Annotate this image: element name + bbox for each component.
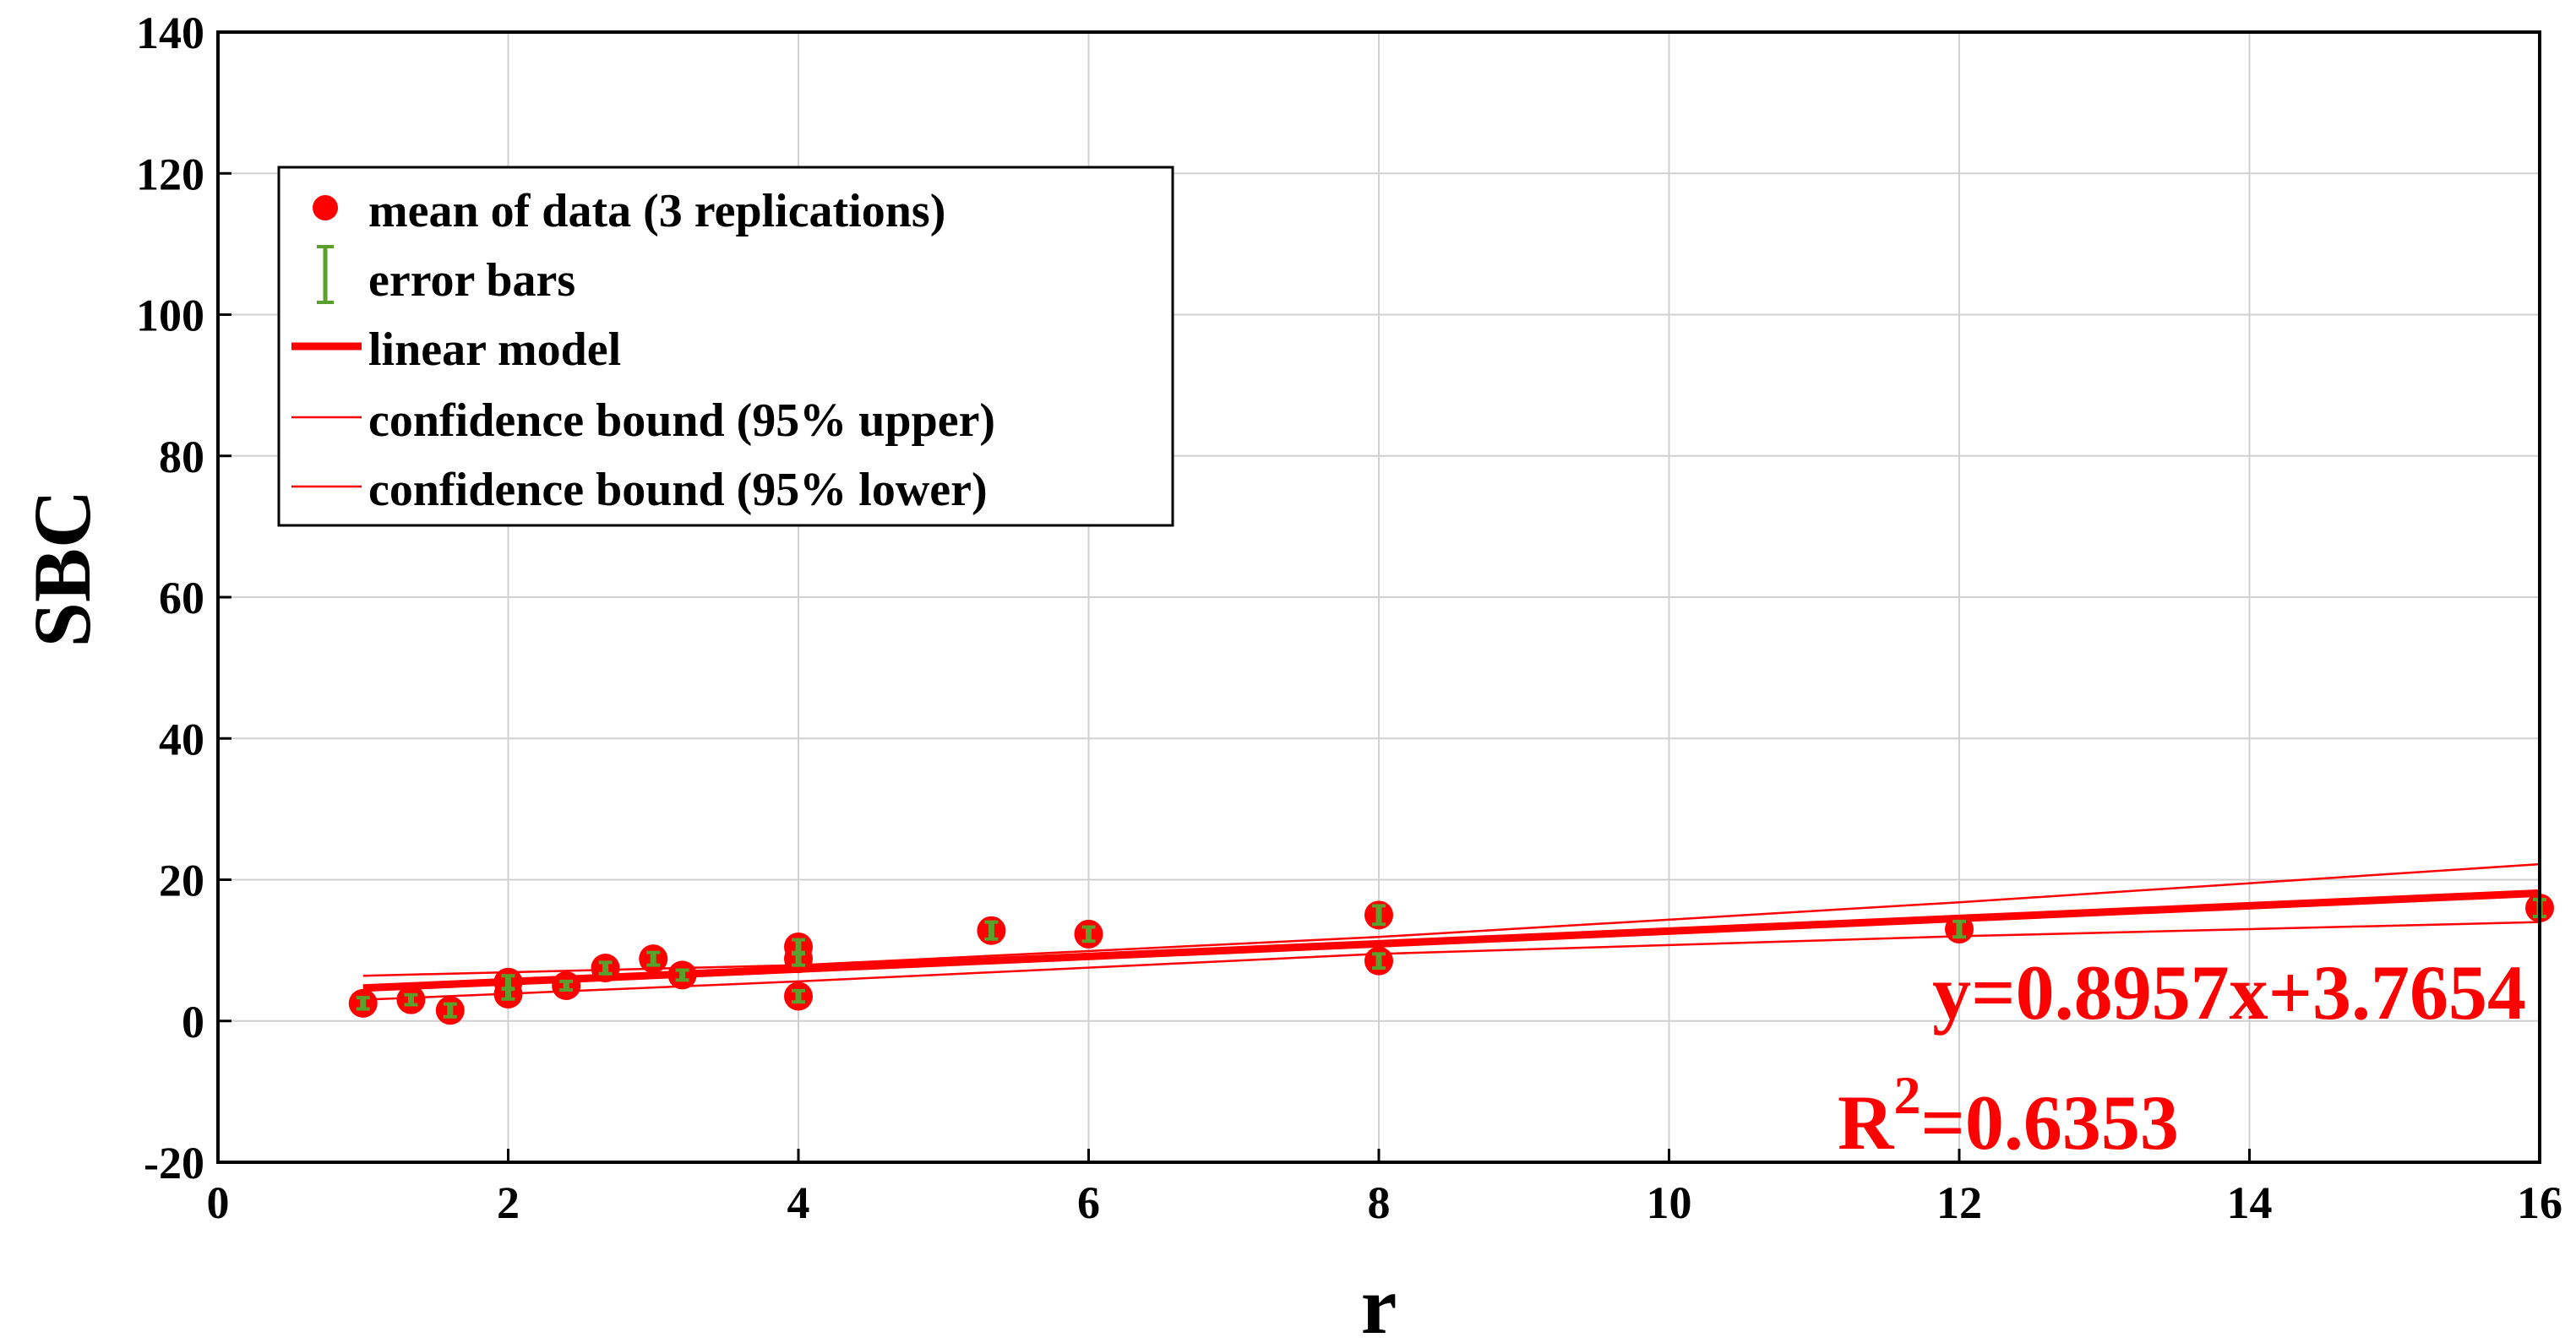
error-bar: [443, 1002, 457, 1019]
x-tick-label: 8: [1368, 1177, 1391, 1228]
y-tick-label: 20: [159, 856, 204, 906]
error-bar: [404, 992, 418, 1007]
series-layer: [348, 862, 2554, 1025]
y-axis-title: SBC: [17, 490, 107, 648]
legend-label: confidence bound (95% upper): [368, 394, 995, 447]
x-tick-label: 14: [2227, 1177, 2273, 1228]
y-tick-label: 80: [159, 432, 204, 482]
r-squared-prefix: R: [1838, 1079, 1895, 1166]
x-tick-label: 4: [787, 1177, 810, 1228]
x-axis-title: r: [1361, 1260, 1397, 1343]
legend-label: linear model: [368, 324, 621, 376]
error-bar: [598, 960, 613, 976]
legend-label: error bars: [368, 254, 575, 307]
legend-symbol-marker: [313, 195, 338, 220]
x-tick-label: 12: [1936, 1177, 1982, 1228]
legend-label: mean of data (3 replications): [368, 185, 945, 237]
error-bar: [646, 950, 661, 967]
error-bar: [1372, 904, 1386, 927]
error-bar: [501, 987, 515, 1001]
error-bar: [792, 950, 805, 967]
x-tick-label: 16: [2517, 1177, 2562, 1228]
legend-item: confidence bound (95% lower): [291, 464, 988, 516]
legend-label: confidence bound (95% lower): [368, 464, 988, 516]
legend: mean of data (3 replications) error bars l…: [277, 166, 1174, 527]
error-bar: [559, 979, 574, 992]
y-tick-label: 140: [136, 8, 204, 58]
legend-item: linear model: [291, 324, 621, 376]
y-tick-label: 100: [136, 291, 204, 341]
legend-item: mean of data (3 replications): [313, 185, 945, 237]
x-tick-label: 0: [207, 1177, 230, 1228]
error-bar: [675, 968, 689, 982]
legend-item: error bars: [317, 245, 575, 307]
legend-item: confidence bound (95% upper): [291, 394, 995, 447]
x-tick-label: 10: [1647, 1177, 1692, 1228]
y-tick-label: 60: [159, 573, 204, 623]
r-squared-superscript: 2: [1893, 1065, 1920, 1125]
r-squared-value: =0.6353: [1920, 1079, 2178, 1166]
linear-model-line: [362, 889, 2541, 992]
error-bar: [1081, 925, 1096, 943]
y-tick-label: -20: [144, 1138, 204, 1188]
y-tick-label: 40: [159, 714, 204, 764]
error-bar: [1372, 952, 1386, 971]
legend-box: [277, 166, 1174, 527]
y-tick-label: 120: [136, 149, 204, 199]
y-tick-label: 0: [182, 997, 204, 1047]
error-bar: [984, 920, 999, 941]
error-bar: [356, 996, 370, 1011]
x-tick-label: 6: [1077, 1177, 1100, 1228]
error-bar: [1952, 919, 1966, 939]
x-tick-label: 2: [497, 1177, 520, 1228]
r-squared-annotation: R2=0.6353: [1838, 1065, 2179, 1166]
equation-annotation: y=0.8957x+3.7654: [1932, 949, 2526, 1036]
error-bar: [792, 988, 805, 1004]
